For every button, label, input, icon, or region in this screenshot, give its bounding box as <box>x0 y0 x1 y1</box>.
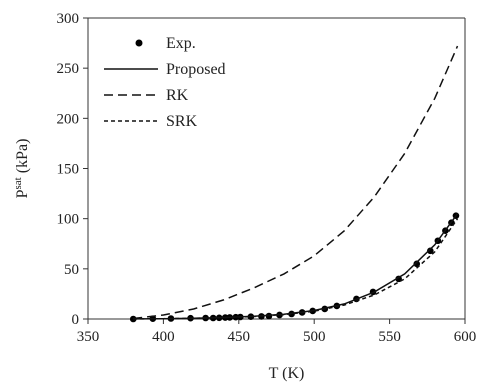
plot-area <box>129 45 460 323</box>
legend-label-rk: RK <box>166 87 189 104</box>
x-tick-label: 350 <box>77 329 100 345</box>
y-tick-label: 150 <box>57 162 80 178</box>
chart-axes: 350 400 450 500 550 600 0 50 100 150 200 250 300 T (K… <box>12 11 476 382</box>
x-tick-label: 500 <box>303 329 326 345</box>
series-line-rk <box>133 45 459 320</box>
y-tick-label: 100 <box>57 212 80 228</box>
y-tick-label: 250 <box>57 61 80 77</box>
legend-label-exp: Exp. <box>166 35 196 52</box>
legend-label-srk: SRK <box>166 113 198 130</box>
y-axis-title: Psat (kPa) <box>12 139 31 199</box>
x-tick-label: 600 <box>454 329 477 345</box>
x-tick-label: 400 <box>152 329 175 345</box>
legend-marker-exp <box>135 39 143 47</box>
series-line-srk <box>133 218 459 320</box>
y-tick-label: 300 <box>57 11 80 27</box>
data-point-exp <box>427 247 434 255</box>
legend: Exp. Proposed RK SRK <box>104 35 226 130</box>
series-line-proposed <box>133 213 459 320</box>
x-tick-label: 450 <box>228 329 251 345</box>
x-tick-label: 550 <box>378 329 401 345</box>
y-tick-label: 200 <box>57 111 80 127</box>
x-axis-title: T (K) <box>269 365 305 382</box>
data-point-exp <box>413 260 421 268</box>
y-tick-label: 0 <box>72 312 80 328</box>
y-tick-label: 50 <box>64 262 79 278</box>
legend-label-proposed: Proposed <box>166 61 226 78</box>
